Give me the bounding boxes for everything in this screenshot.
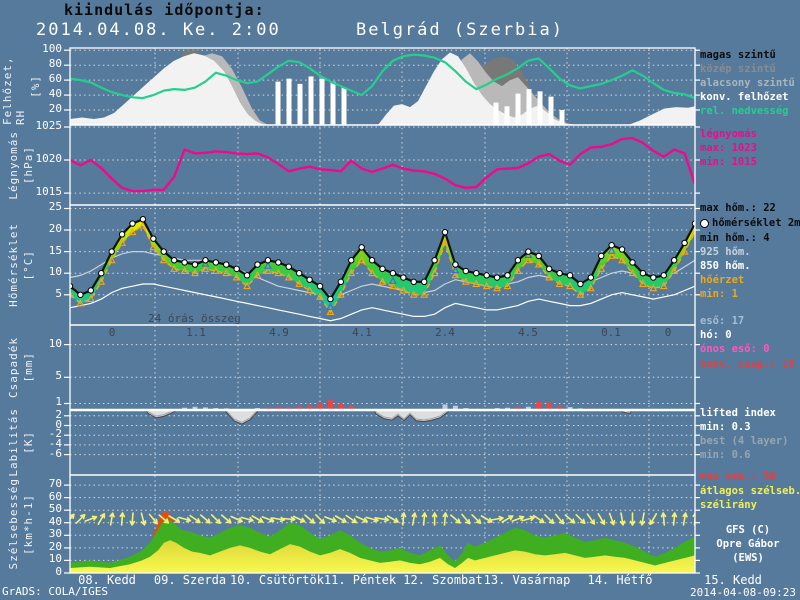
temp2m-marker-icon <box>700 218 709 228</box>
y-tick-label: -6 <box>48 446 62 460</box>
y-tick-label: 50 <box>48 502 62 516</box>
y-tick-label: 20 <box>48 222 62 236</box>
y-tick-label: 5 <box>55 369 62 383</box>
legend-konv-csap-19: konv. csap.: 19 <box>700 358 795 370</box>
legend-k-z-p-szint-: közép szintű <box>700 63 776 75</box>
legend-konv-felh-zet: konv. felhőzet <box>700 91 789 103</box>
legend-min-0-6: min: 0.6 <box>700 449 751 461</box>
y-tick-label: 5 <box>55 286 62 300</box>
legend-max-h-m-22: max hőm.: 22 <box>700 202 776 214</box>
daily-precip-sum: 4.1 <box>352 326 372 339</box>
legend-min-h-m-4: min hőm.: 4 <box>700 232 770 244</box>
axis-title-csapadek: Csapadék [mm] <box>7 337 35 398</box>
axis-title-labilitas: Labilitás [K] <box>7 408 35 477</box>
daily-precip-sum: 1.1 <box>186 326 206 339</box>
daily-precip-sum: 0 <box>108 326 116 339</box>
daily-precip-sum: 2.4 <box>435 326 455 339</box>
daily-precip-sum: 0.1 <box>601 326 621 339</box>
axis-title-szelsebesseg: Szélsebesség [km*h-1] <box>7 478 35 570</box>
day-label: 10. Csütörtök <box>230 573 324 587</box>
legend-best-4-layer-: best (4 layer) <box>700 435 789 447</box>
legend-gfs-c-: GFS (C) <box>725 524 771 536</box>
legend-rel-nedvess-g: rel. nedvesség <box>700 105 789 117</box>
legend-min-1015: min: 1015 <box>700 156 757 168</box>
y-tick-label: 1 <box>55 395 62 409</box>
legend-min-1: min: 1 <box>700 288 738 300</box>
axis-title-legnyomas: Légnyomás [hPa] <box>7 130 35 200</box>
legend-925-h-m-: 925 hőm. <box>700 246 751 258</box>
grads-stamp: GrADS: COLA/IGES <box>2 585 108 598</box>
daily-precip-title: 24 órás összeg <box>148 312 241 325</box>
y-tick-label: 1025 <box>35 118 63 132</box>
y-tick-label: 0 <box>55 565 62 578</box>
legend-alacsony-szint-: alacsony szintű <box>700 77 795 89</box>
y-tick-label: 100 <box>42 42 62 56</box>
y-tick-label: 25 <box>48 200 62 214</box>
day-label: 13. Vasárnap <box>483 573 571 587</box>
day-label: 14. Hétfő <box>587 573 653 587</box>
y-tick-label: 40 <box>48 87 62 101</box>
day-label: 15. Kedd <box>704 573 762 587</box>
day-label: 12. Szombat <box>403 573 483 587</box>
day-label: 09. Szerda <box>153 573 227 587</box>
legend-sz-lir-ny: szélirány <box>700 499 757 511</box>
y-tick-label: 60 <box>48 489 62 503</box>
y-tick-label: 2 <box>55 407 62 421</box>
axis-title-homerseklet: Hőmérséklet [°C] <box>7 223 35 307</box>
page-title: kiindulás időpontja: <box>64 1 265 19</box>
day-label: 08. Kedd <box>78 573 136 587</box>
y-tick-label: 1020 <box>35 152 63 166</box>
legend-opre-g-bor: Opre Gábor <box>716 538 780 550</box>
legend--ews-: (EWS) <box>732 552 764 564</box>
axis-title-felhozet_rh: Felhőzet, RH [%] <box>0 56 42 125</box>
location-title: Belgrád (Szerbia) <box>356 20 564 40</box>
legend-max-seb-50: max seb.: 50 <box>700 471 776 483</box>
legend-magas-szint-: magas szintű <box>700 49 776 61</box>
legend-h-0: hó: 0 <box>700 329 732 341</box>
legend-min-0-3: min: 0.3 <box>700 421 751 433</box>
legend-850-h-m-: 850 hőm. <box>700 260 751 272</box>
y-tick-label: 1015 <box>35 185 63 199</box>
y-tick-label: 40 <box>48 514 62 528</box>
y-tick-label: 0 <box>55 417 62 431</box>
y-tick-label: 15 <box>48 243 62 257</box>
legend-max-1023: max: 1023 <box>700 142 757 154</box>
y-tick-label: 10 <box>48 552 62 566</box>
y-tick-label: 20 <box>48 539 62 553</box>
y-tick-label: 70 <box>48 477 62 491</box>
run-datetime: 2014.04.08. Ke. 2:00 <box>36 20 281 40</box>
y-tick-label: -2 <box>48 427 62 441</box>
legend-h-rzet: hőérzet <box>700 274 745 286</box>
y-tick-label: 10 <box>48 336 62 350</box>
daily-precip-sum: 4.5 <box>518 326 538 339</box>
daily-precip-sum: 0 <box>664 326 672 339</box>
legend-es-17: eső: 17 <box>700 315 745 327</box>
y-tick-label: 80 <box>48 57 62 71</box>
y-tick-label: 60 <box>48 72 62 86</box>
legend--nos-es-0: ónos eső: 0 <box>700 343 770 355</box>
legend-h-m-rs-klet-2m: hőmérséklet 2m <box>700 217 800 229</box>
legend--tlagos-sz-lseb-: átlagos szélseb. <box>700 485 800 497</box>
y-tick-label: 20 <box>48 102 62 116</box>
legend-lifted-index: lifted index <box>700 407 776 419</box>
y-tick-label: 30 <box>48 527 62 541</box>
day-label: 11. Péntek <box>323 573 397 587</box>
creation-timestamp: 2014-04-08-09:23 <box>690 586 796 599</box>
legend-l-gnyom-s: légnyomás <box>700 128 757 140</box>
y-tick-label: -4 <box>48 436 62 450</box>
daily-precip-sum: 4.9 <box>269 326 289 339</box>
y-tick-label: 10 <box>48 265 62 279</box>
